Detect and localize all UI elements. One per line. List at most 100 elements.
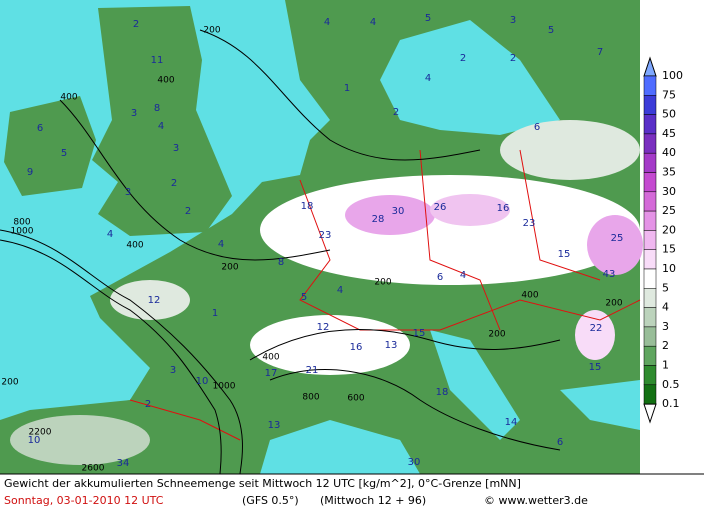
- isoline-label: 1000: [11, 227, 34, 237]
- legend-arrow-top: [643, 56, 657, 77]
- snow-value: 16: [350, 342, 363, 353]
- snow-value: 12: [317, 322, 330, 333]
- snow-value: 5: [548, 25, 554, 36]
- legend-label: 4: [662, 301, 669, 314]
- snow-value: 3: [510, 15, 516, 26]
- isoline-label: 1000: [213, 382, 236, 392]
- isoline: [0, 229, 243, 475]
- isoline-label: 400: [60, 93, 77, 103]
- snow-value: 16: [497, 203, 510, 214]
- isoline-label: 800: [302, 393, 319, 403]
- legend-label: 2: [662, 339, 669, 352]
- isoline-label: 200: [488, 330, 505, 340]
- legend-swatch: [643, 133, 657, 154]
- isoline: [59, 99, 331, 261]
- legend-label: 10: [662, 262, 676, 275]
- legend-swatch: [643, 345, 657, 366]
- snow-value: 5: [61, 148, 67, 159]
- legend-swatch: [643, 288, 657, 308]
- legend-label: 40: [662, 146, 676, 159]
- britain: [92, 6, 232, 236]
- snow-value: 6: [37, 123, 43, 134]
- footer-copyright: © www.wetter3.de: [484, 494, 588, 507]
- legend-swatch: [643, 230, 657, 250]
- legend-label: 0.1: [662, 397, 680, 410]
- isoline-label: 400: [262, 353, 279, 363]
- snow-value: 2: [171, 178, 177, 189]
- snow-value: 6: [557, 437, 563, 448]
- legend-label: 5: [662, 281, 669, 294]
- snow-value: 34: [117, 458, 130, 469]
- legend-swatch: [643, 249, 657, 270]
- snow-value: 10: [28, 435, 41, 446]
- isoline-label: 200: [605, 299, 622, 309]
- baltic: [380, 20, 560, 135]
- snow-value: 4: [460, 270, 466, 281]
- snow-value: 7: [597, 47, 603, 58]
- border: [419, 149, 501, 331]
- footer-date: Sonntag, 03-01-2010 12 UTC: [4, 494, 164, 507]
- border: [299, 179, 641, 331]
- snow-value: 10: [196, 376, 209, 387]
- isoline: [0, 239, 222, 475]
- border: [519, 149, 601, 281]
- snow-value: 2: [145, 399, 151, 410]
- isolines: [0, 29, 561, 475]
- snow-value: 26: [434, 202, 447, 213]
- snow-value: 2: [185, 206, 191, 217]
- snow-value: 4: [158, 121, 164, 132]
- isoline-label: 800: [13, 218, 30, 228]
- snow-value: 14: [505, 417, 518, 428]
- legend-label: 50: [662, 108, 676, 121]
- snow-field: [430, 194, 510, 226]
- snow-value: 2: [393, 107, 399, 118]
- snow-value: 8: [154, 103, 160, 114]
- isoline-label: 2600: [82, 464, 105, 474]
- snow-value: 12: [148, 295, 161, 306]
- snow-field: [587, 215, 643, 275]
- snow-value: 4: [337, 285, 343, 296]
- legend-arrow-bottom: [643, 403, 657, 424]
- legend-label: 45: [662, 127, 676, 140]
- snow-value: 28: [372, 214, 385, 225]
- snow-value: 15: [413, 328, 426, 339]
- footer-description: Gewicht der akkumulierten Schneemenge se…: [4, 477, 521, 490]
- snow-value: 9: [27, 167, 33, 178]
- legend-swatch: [643, 152, 657, 173]
- legend-label: 20: [662, 223, 676, 236]
- snow-value: 18: [436, 387, 449, 398]
- snow-value: 3: [125, 187, 131, 198]
- legend-swatch: [643, 268, 657, 289]
- snow-value: 23: [319, 230, 332, 241]
- snow-value: 30: [408, 457, 421, 468]
- legend-label: 35: [662, 166, 676, 179]
- snow-value: 3: [131, 108, 137, 119]
- mediterranean: [260, 420, 420, 474]
- legend-swatch: [643, 172, 657, 193]
- snow-value: 2: [460, 53, 466, 64]
- adriatic: [430, 330, 520, 440]
- isoline: [199, 29, 481, 161]
- legend-label: 15: [662, 243, 676, 256]
- legend-swatch: [643, 384, 657, 405]
- legend-swatch: [643, 95, 657, 115]
- snow-value: 4: [370, 17, 376, 28]
- legend: 100 75 50 45 40 35 30 25 20 15 10 5 4 3 2 1 0.5 0.1: [643, 56, 683, 424]
- inner-seas: [260, 20, 640, 474]
- legend-swatch: [643, 365, 657, 386]
- legend-swatch: [643, 210, 657, 231]
- isoline-label: 2200: [29, 428, 52, 438]
- snow-value: 4: [324, 17, 330, 28]
- isoline-label: 400: [157, 76, 174, 86]
- snow-value: 6: [437, 272, 443, 283]
- isoline-label: 200: [221, 263, 238, 273]
- legend-label: 100: [662, 69, 683, 82]
- legend-swatch: [643, 307, 657, 328]
- snow-value: 2: [133, 19, 139, 30]
- snow-value: 4: [425, 73, 431, 84]
- snow-value: 43: [603, 269, 616, 280]
- footer-model: (GFS 0.5°): [242, 494, 299, 507]
- legend-label: 25: [662, 204, 676, 217]
- isoline-label: 400: [521, 291, 538, 301]
